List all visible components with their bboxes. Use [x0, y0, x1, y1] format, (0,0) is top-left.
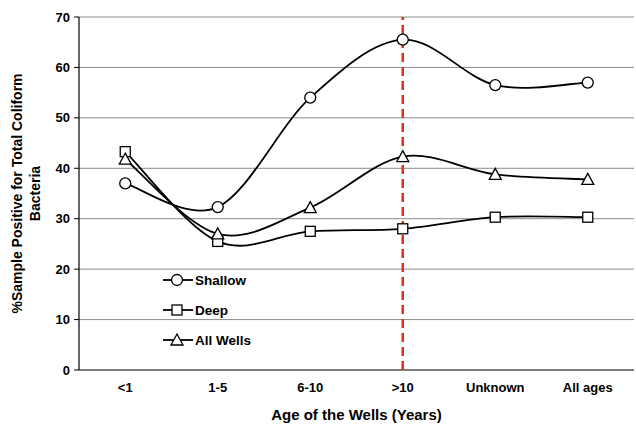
series-line	[125, 40, 588, 211]
series-marker	[212, 202, 223, 213]
y-tick	[74, 370, 79, 371]
series-marker	[397, 151, 409, 162]
legend-marker	[172, 305, 182, 315]
y-axis-label-line: Bacteria	[27, 166, 43, 221]
legend-marker	[172, 275, 183, 286]
series-marker	[212, 228, 224, 239]
y-tick	[74, 67, 79, 68]
series-marker	[398, 224, 408, 234]
plot-area	[119, 17, 594, 370]
y-tick	[74, 117, 79, 118]
y-tick-label: 60	[56, 60, 70, 75]
grid-line	[79, 319, 634, 320]
series-marker	[582, 173, 594, 184]
series-marker	[119, 153, 131, 164]
grid-line	[79, 269, 634, 270]
x-tick-label: >10	[392, 380, 414, 395]
x-tick-label: 1-5	[208, 380, 227, 395]
x-tick-label: All ages	[563, 380, 613, 395]
x-axis	[79, 369, 634, 370]
series-line	[125, 156, 588, 236]
y-tick-label: 40	[56, 161, 70, 176]
series-line	[125, 152, 588, 246]
reference-line	[402, 17, 405, 370]
series-marker	[304, 202, 316, 213]
grid-line	[79, 67, 634, 68]
series-marker	[305, 226, 315, 236]
y-axis-label: %Sample Positive for Total ColiformBacte…	[9, 73, 43, 313]
series-marker	[583, 212, 593, 222]
y-tick-label: 10	[56, 312, 70, 327]
grid-line	[79, 17, 634, 18]
legend-marker	[171, 334, 183, 345]
y-tick-label: 50	[56, 110, 70, 125]
y-axis-label-line: %Sample Positive for Total Coliform	[9, 73, 25, 313]
series-marker	[305, 92, 316, 103]
y-tick	[74, 17, 79, 18]
y-tick-label: 70	[56, 10, 70, 25]
legend-label: Deep	[195, 303, 228, 318]
series-marker	[397, 34, 408, 45]
x-tick-label: Unknown	[466, 380, 525, 395]
series-marker	[582, 77, 593, 88]
y-tick	[74, 218, 79, 219]
grid-line	[79, 218, 634, 219]
grid-line	[79, 117, 634, 118]
series-marker	[120, 178, 131, 189]
y-tick-label: 0	[63, 363, 70, 378]
legend-label: Shallow	[195, 273, 247, 288]
legend: Shallow Deep All Wells	[163, 273, 251, 348]
x-tick-label: <1	[118, 380, 133, 395]
grid-line	[79, 168, 634, 169]
x-tick-label: 6-10	[297, 380, 323, 395]
series-marker	[489, 168, 501, 179]
y-tick-label: 20	[56, 262, 70, 277]
y-tick-label: 30	[56, 211, 70, 226]
series-marker	[490, 212, 500, 222]
y-axis	[78, 17, 79, 370]
series-marker	[490, 80, 501, 91]
y-tick	[74, 319, 79, 320]
chart-svg: 0 10 20 30 40 50 60 70 <1 1-5 6-10 >10 Unknown All ag…	[0, 0, 636, 447]
x-axis-label: Age of the Wells (Years)	[271, 406, 442, 423]
y-tick	[74, 269, 79, 270]
y-tick	[74, 168, 79, 169]
chart-container: 0 10 20 30 40 50 60 70 <1 1-5 6-10 >10 Unknown All ag…	[0, 0, 636, 447]
legend-label: All Wells	[195, 333, 251, 348]
